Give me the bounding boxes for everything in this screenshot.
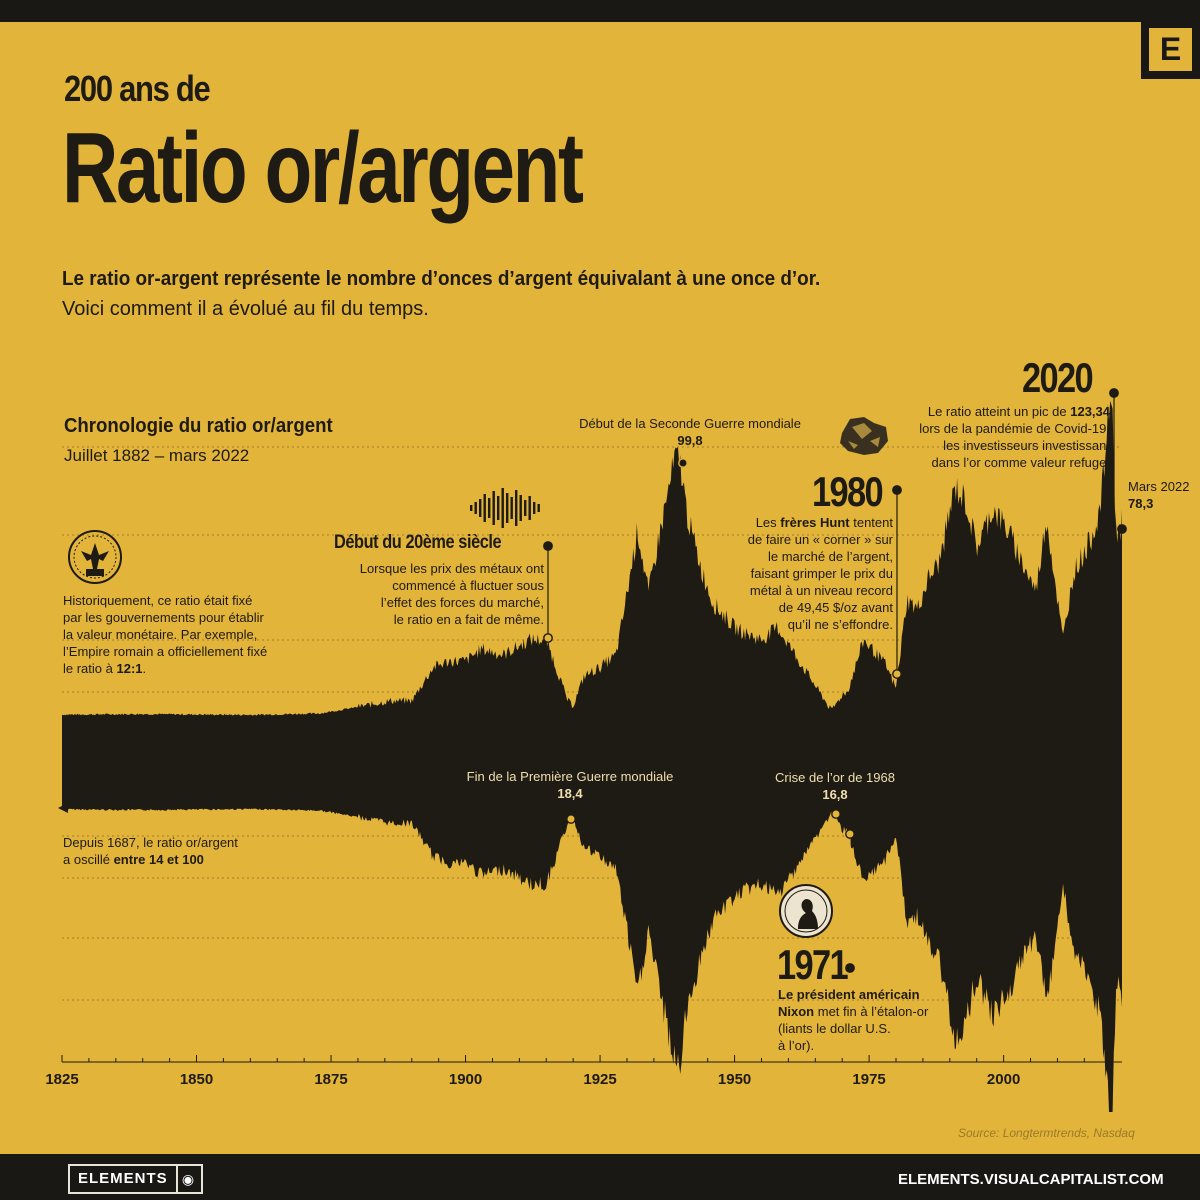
source-note: Source: Longtermtrends, Nasdaq <box>958 1126 1135 1140</box>
soundwave-bar <box>488 498 491 518</box>
annotation-dot <box>845 963 855 973</box>
x-tick-label: 1950 <box>718 1071 751 1088</box>
site-url-link[interactable]: ELEMENTS.VISUALCAPITALIST.COM <box>898 1171 1164 1188</box>
annotation-dot <box>892 485 902 495</box>
annotation-dot <box>543 541 553 551</box>
annotation-2020-text: Le ratio atteint un pic de 123,34 lors d… <box>919 404 1110 470</box>
brand-elements[interactable]: ELEMENTS <box>68 1164 178 1194</box>
soundwave-bar <box>524 500 527 516</box>
x-axis: 1825 1850 1875 1900 1925 1950 1975 2000 <box>45 1055 1122 1088</box>
soundwave-bar <box>483 494 486 522</box>
brand-glasses-icon[interactable]: ◉ <box>175 1164 203 1194</box>
soundwave-bar <box>474 502 477 514</box>
top-bar <box>0 0 1200 22</box>
elements-logo[interactable]: E <box>1141 20 1200 79</box>
soundwave-bar <box>528 496 531 520</box>
annotation-2020-year: 2020 <box>1022 354 1094 401</box>
soundwave-bar <box>497 496 500 520</box>
subtitle-regular: Voici comment il a évolué au fil du temp… <box>62 298 429 320</box>
annotation-since-1687: Depuis 1687, le ratio or/argent a oscill… <box>63 835 238 867</box>
title-line1: 200 ans de <box>64 68 211 109</box>
annotation-dot <box>1109 388 1119 398</box>
annotation-1971-text: Le président américain Nixon met fin à l… <box>778 987 929 1053</box>
soundwave-bar <box>492 491 495 525</box>
soundwave-bar <box>519 495 522 521</box>
subtitle-bold: Le ratio or-argent représente le nombre … <box>62 268 821 290</box>
annotation-dot <box>678 458 688 468</box>
nixon-coin-icon <box>779 884 833 938</box>
page-title: Ratio or/argent <box>62 112 584 224</box>
soundwave-bar <box>515 490 518 526</box>
annotation-1980-text: Les frères Hunt tentent de faire un « co… <box>747 515 893 632</box>
x-tick-label: 1925 <box>583 1071 616 1088</box>
x-tick-label: 1850 <box>180 1071 213 1088</box>
annotation-historic: Historiquement, ce ratio était fixé par … <box>63 593 268 676</box>
annotation-dot <box>566 814 576 824</box>
x-tick-label: 2000 <box>987 1071 1020 1088</box>
soundwave-bar <box>506 493 509 523</box>
x-tick-label: 1825 <box>45 1071 78 1088</box>
soundwave-bar <box>501 488 504 528</box>
chart-subtitle: Juillet 1882 – mars 2022 <box>64 446 250 465</box>
arrow-left-icon <box>58 803 268 813</box>
soundwave-icon <box>470 488 540 528</box>
soundwave-bar <box>510 497 513 519</box>
annotation-leaders <box>543 388 1127 973</box>
annotation-dot <box>892 669 902 679</box>
soundwave-bar <box>537 504 540 512</box>
annotation-ww1: Fin de la Première Guerre mondiale 18,4 <box>466 769 674 801</box>
x-tick-label: 1875 <box>314 1071 347 1088</box>
x-tick-label: 1975 <box>852 1071 885 1088</box>
annotation-century20-text: Lorsque les prix des métaux ont commencé… <box>359 561 544 627</box>
annotation-dot <box>543 633 553 643</box>
annotation-dot <box>831 809 841 819</box>
annotation-dot <box>1117 524 1127 534</box>
annotation-century20-title: Début du 20ème siècle <box>334 532 502 553</box>
soundwave-bar <box>479 499 482 517</box>
soundwave-bar <box>533 502 536 514</box>
annotation-1980-year: 1980 <box>812 468 884 515</box>
roman-eagle-coin-icon <box>68 530 122 584</box>
annotation-crisis-1968: Crise de l’or de 1968 16,8 <box>775 770 895 802</box>
soundwave-bar <box>470 505 473 511</box>
annotation-ww2: Début de la Seconde Guerre mondiale 99,8 <box>579 416 801 448</box>
chart-title: Chronologie du ratio or/argent <box>64 415 333 437</box>
annotation-mars-2022: Mars 2022 78,3 <box>1128 479 1190 511</box>
annotation-1971-year: 1971 <box>777 941 849 988</box>
annotation-dot <box>845 829 855 839</box>
ratio-mirror-area <box>62 400 1122 1112</box>
silver-nugget-icon <box>840 417 888 455</box>
x-tick-label: 1900 <box>449 1071 482 1088</box>
logo-letter: E <box>1149 28 1192 71</box>
